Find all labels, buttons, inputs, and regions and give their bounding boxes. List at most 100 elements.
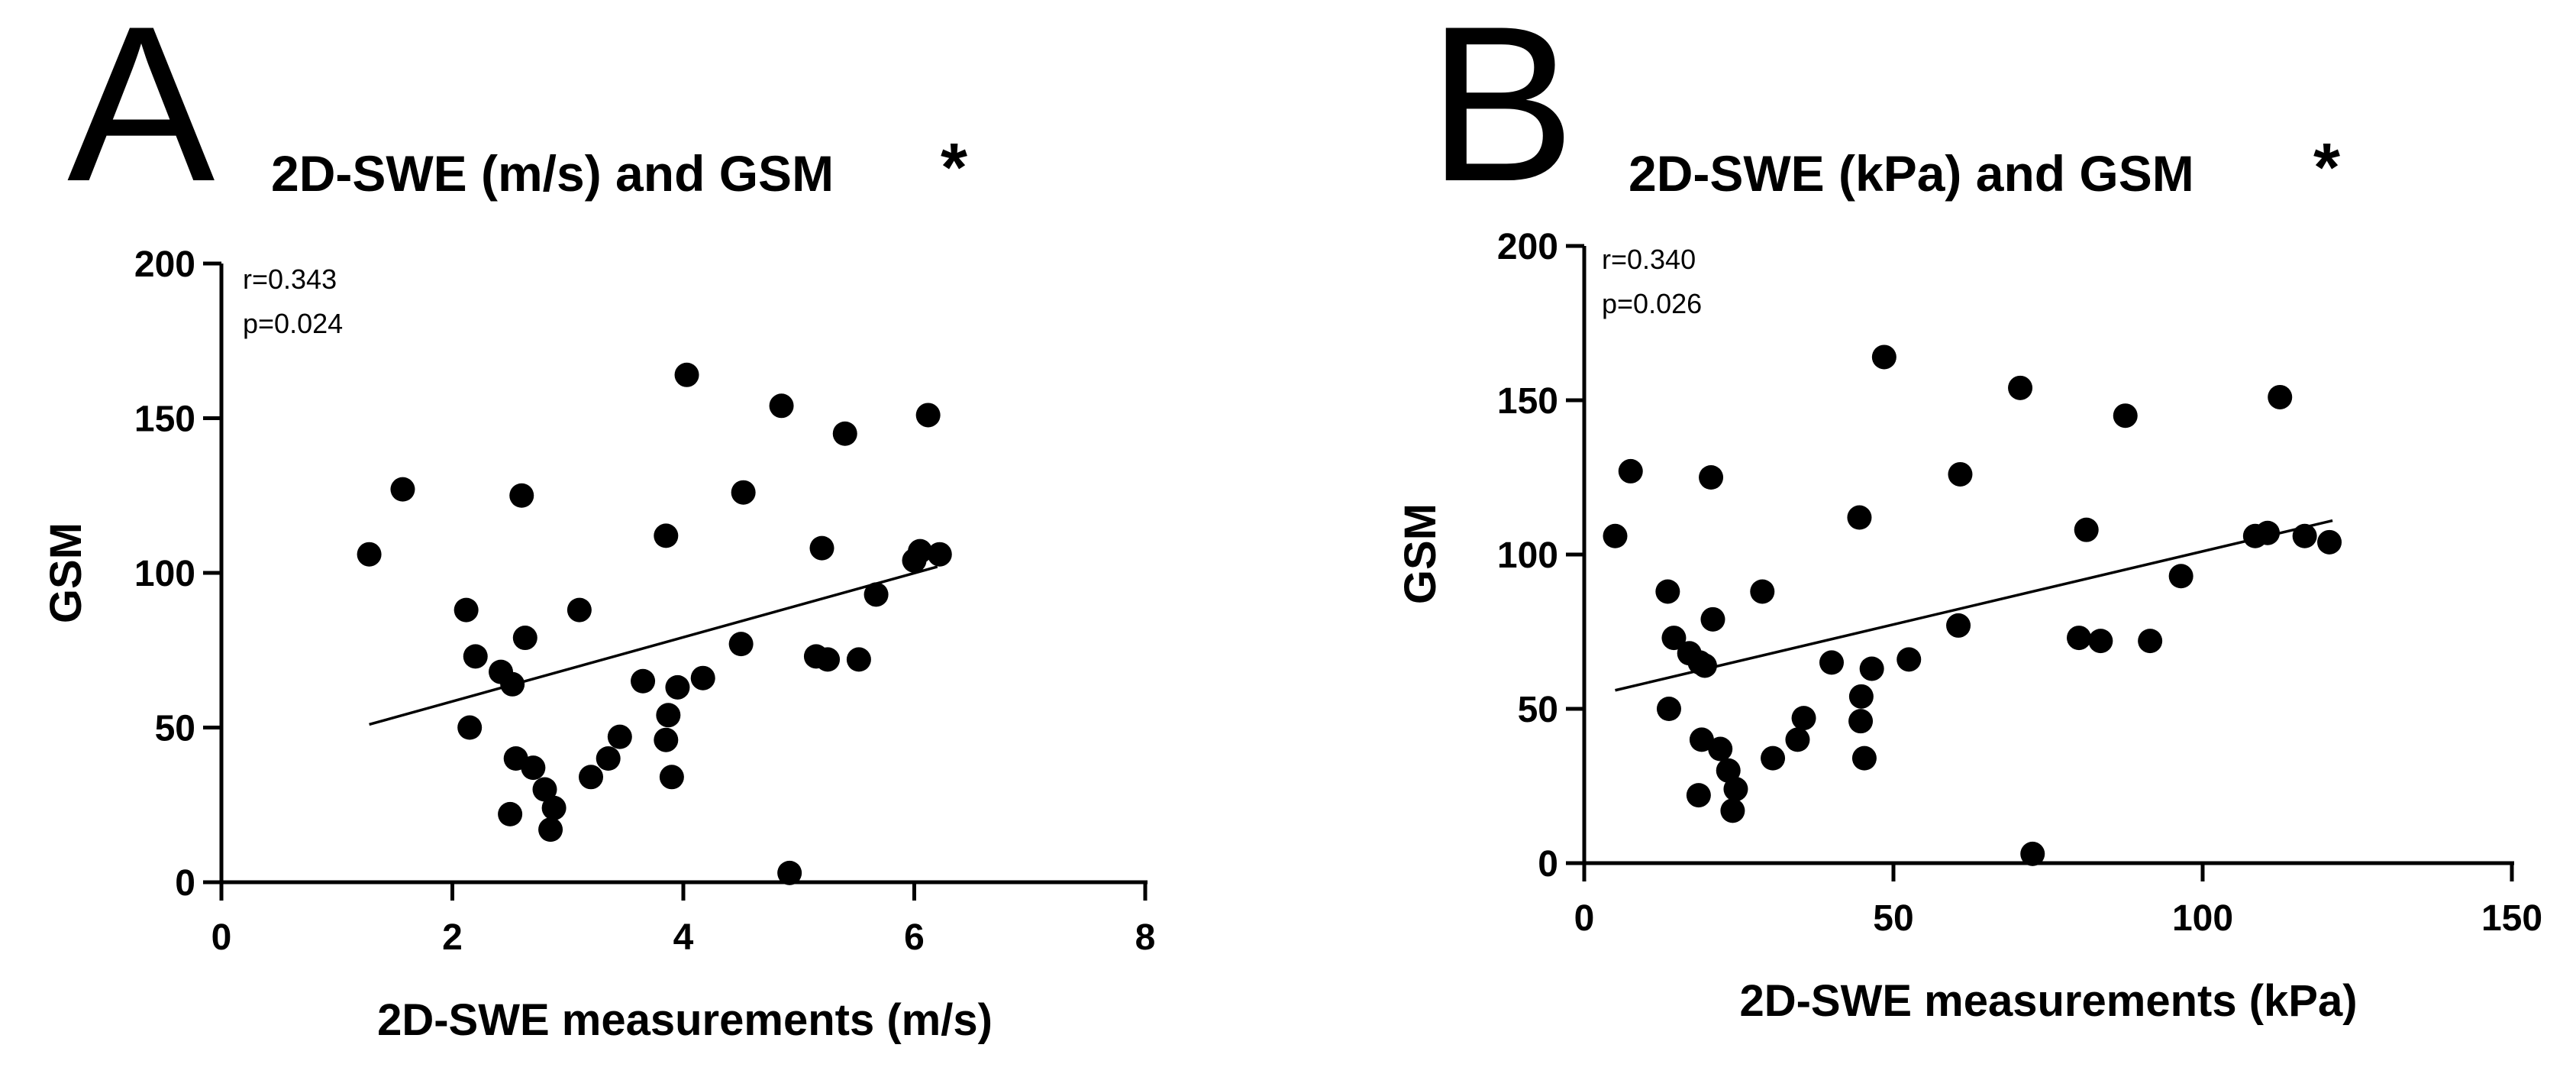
x-tick-label: 8	[1135, 917, 1156, 958]
data-point	[2268, 384, 2293, 409]
p-value: p=0.026	[1602, 288, 1702, 319]
data-point	[1851, 745, 1877, 771]
data-point	[777, 860, 802, 885]
data-point	[2317, 529, 2342, 555]
data-point	[1720, 798, 1745, 823]
data-point	[915, 403, 941, 428]
x-tick-label: 4	[673, 917, 694, 958]
data-point	[1708, 736, 1733, 762]
x-tick-label: 6	[904, 917, 925, 958]
chart-title: 2D-SWE (m/s) and GSM	[271, 145, 834, 202]
data-point	[1692, 653, 1717, 678]
data-point	[1946, 613, 1971, 638]
data-point	[1785, 727, 1810, 752]
data-point	[521, 755, 546, 781]
data-point	[509, 483, 534, 508]
data-point	[2020, 841, 2045, 866]
r-value: r=0.340	[1602, 244, 1696, 275]
data-point	[674, 362, 699, 387]
data-point	[1699, 465, 1724, 490]
data-point	[2074, 517, 2099, 542]
data-point	[457, 715, 483, 740]
data-point	[1847, 505, 1872, 530]
x-tick-label: 100	[2172, 898, 2233, 939]
data-point	[1791, 706, 1816, 731]
data-point	[1656, 697, 1681, 721]
data-point	[1689, 727, 1714, 752]
x-tick-label: 2	[442, 917, 463, 958]
data-point	[1848, 684, 1874, 709]
x-axis-ticks: 0 2 4 6 8	[211, 882, 1156, 958]
data-point	[1618, 458, 1643, 484]
data-point	[832, 421, 857, 446]
data-point	[659, 765, 684, 790]
x-axis-ticks: 0 50 100 150	[1574, 863, 2542, 939]
data-point	[1848, 709, 1874, 734]
panel-letter: B	[1428, 0, 1575, 228]
data-point	[809, 535, 834, 561]
x-axis-label: 2D-SWE measurements (m/s)	[377, 995, 993, 1045]
y-tick-label: 50	[1518, 690, 1558, 730]
data-point	[1723, 777, 1748, 802]
data-point	[1603, 523, 1628, 548]
panel-a: A 2D-SWE (m/s) and GSM * r=0.343 p=0.024…	[41, 0, 1155, 1045]
scatter-points	[357, 362, 952, 885]
data-point	[596, 746, 621, 771]
data-point	[1819, 650, 1844, 675]
data-point	[532, 777, 557, 802]
x-tick-label: 50	[1873, 898, 1913, 939]
data-point	[498, 801, 523, 826]
data-point	[463, 644, 488, 669]
data-point	[541, 795, 567, 820]
data-point	[512, 626, 537, 651]
data-point	[769, 393, 794, 419]
data-point	[2138, 629, 2163, 654]
data-point	[864, 582, 889, 607]
data-point	[1700, 606, 1725, 632]
data-point	[1655, 579, 1680, 604]
data-point	[815, 647, 841, 672]
data-point	[654, 523, 679, 548]
data-point	[2067, 626, 2091, 651]
data-point	[2088, 629, 2113, 654]
data-point	[2292, 523, 2317, 548]
x-axis-label: 2D-SWE measurements (kPa)	[1739, 976, 2357, 1026]
data-point	[2255, 520, 2281, 545]
y-axis-ticks: 0 50 100 150 200	[1497, 227, 1584, 885]
data-point	[2008, 375, 2033, 400]
data-point	[1896, 647, 1922, 672]
data-point	[538, 817, 563, 843]
significance-marker: *	[941, 130, 967, 206]
y-tick-label: 150	[134, 399, 195, 440]
data-point	[500, 671, 525, 697]
y-axis-label: GSM	[1396, 503, 1445, 604]
data-point	[607, 724, 632, 749]
data-point	[1859, 656, 1884, 681]
data-point	[567, 597, 592, 623]
data-point	[1750, 579, 1775, 604]
data-point	[454, 597, 479, 623]
data-point	[1716, 758, 1741, 783]
data-point	[631, 668, 656, 694]
data-point	[2113, 403, 2138, 429]
data-point	[846, 647, 871, 672]
significance-marker: *	[2313, 130, 2340, 206]
data-point	[579, 765, 603, 790]
x-tick-label: 0	[1574, 898, 1595, 939]
data-point	[690, 665, 715, 691]
y-tick-label: 100	[1497, 535, 1558, 576]
data-point	[1761, 745, 1786, 771]
data-point	[1661, 626, 1687, 651]
y-tick-label: 200	[134, 244, 195, 285]
y-tick-label: 0	[175, 863, 195, 904]
r-value: r=0.343	[243, 264, 337, 295]
y-tick-label: 0	[1538, 844, 1558, 885]
y-tick-label: 150	[1497, 381, 1558, 422]
x-tick-label: 0	[211, 917, 232, 958]
chart-title: 2D-SWE (kPa) and GSM	[1629, 145, 2194, 202]
data-point	[390, 477, 415, 502]
y-axis-label: GSM	[41, 522, 91, 623]
data-point	[1948, 461, 1973, 487]
panel-b: B 2D-SWE (kPa) and GSM * r=0.340 p=0.026…	[1396, 0, 2542, 1026]
